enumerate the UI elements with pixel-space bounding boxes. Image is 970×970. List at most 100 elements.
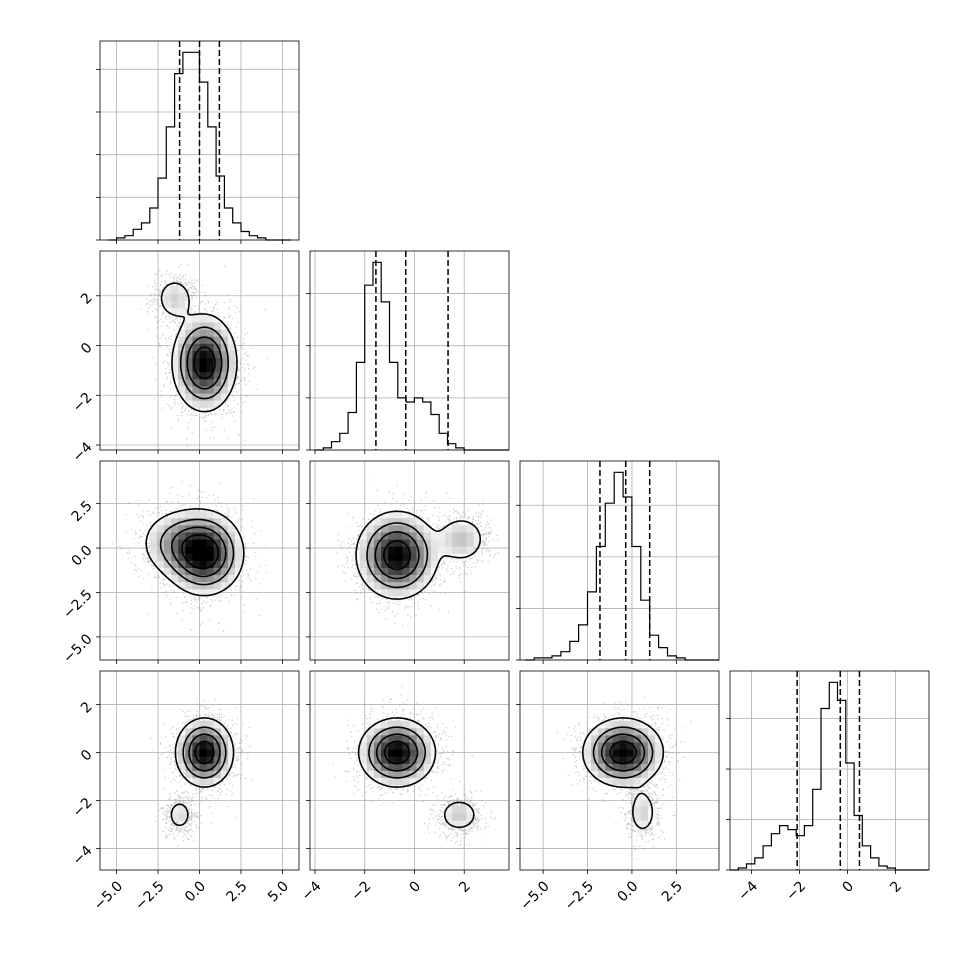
density-cell bbox=[220, 539, 229, 547]
density-cell bbox=[206, 314, 215, 323]
density-cell bbox=[206, 378, 215, 387]
density-cell bbox=[220, 371, 229, 380]
hist-frame-2 bbox=[519, 460, 720, 661]
y-tick-label: −5.0 bbox=[60, 631, 95, 666]
density-cell bbox=[227, 343, 236, 351]
density-cell bbox=[192, 386, 200, 394]
density-cell bbox=[213, 371, 222, 380]
density-cell bbox=[178, 734, 186, 743]
density-cell bbox=[430, 553, 439, 561]
density-cell bbox=[213, 517, 222, 526]
density-cell bbox=[185, 329, 193, 337]
hist-frame-3 bbox=[729, 670, 930, 871]
density-cell bbox=[163, 560, 172, 569]
density-cell bbox=[156, 560, 165, 569]
density-cell bbox=[633, 813, 642, 821]
density-cell bbox=[199, 770, 208, 779]
density-cell bbox=[409, 546, 418, 554]
histogram-step-3 bbox=[730, 681, 929, 871]
density-cell bbox=[640, 777, 649, 786]
density-cell bbox=[409, 749, 418, 757]
density-cell bbox=[213, 574, 222, 583]
density-cell bbox=[359, 539, 368, 547]
density-cell bbox=[366, 734, 375, 743]
density-cell bbox=[402, 524, 410, 533]
density-cell bbox=[185, 553, 193, 561]
density-cell bbox=[220, 393, 229, 401]
density-cell bbox=[409, 763, 418, 771]
density-cell bbox=[213, 756, 222, 764]
density-cell bbox=[640, 727, 649, 736]
density-cell bbox=[381, 588, 389, 597]
density-cell bbox=[149, 546, 158, 554]
density-cell bbox=[185, 517, 193, 526]
density-cell bbox=[583, 742, 592, 750]
density-cell bbox=[178, 343, 186, 351]
density-cell bbox=[373, 770, 382, 779]
density-cell bbox=[402, 770, 410, 779]
y-tick-label: 2 bbox=[78, 290, 96, 308]
density-cell bbox=[388, 770, 396, 779]
density-cell bbox=[395, 581, 403, 590]
density-cell bbox=[605, 720, 613, 729]
density-cell bbox=[373, 777, 382, 786]
density-cell bbox=[206, 727, 215, 736]
density-cell bbox=[445, 532, 453, 540]
density-cell bbox=[409, 553, 418, 561]
density-cell bbox=[149, 553, 158, 561]
density-cell bbox=[213, 581, 222, 590]
density-cell bbox=[373, 567, 382, 576]
density-cell bbox=[373, 524, 382, 533]
density-cell bbox=[416, 727, 425, 736]
density-cell bbox=[416, 749, 425, 757]
density-cell bbox=[381, 770, 389, 779]
density-cell bbox=[206, 588, 215, 597]
density-cell bbox=[655, 742, 663, 750]
density-cell bbox=[626, 749, 635, 757]
density-cell bbox=[213, 532, 222, 540]
density-cell bbox=[619, 720, 628, 729]
density-cell bbox=[373, 532, 382, 540]
density-cell bbox=[156, 517, 165, 526]
density-cell bbox=[185, 763, 193, 771]
density-cell bbox=[171, 532, 179, 540]
density-cell bbox=[612, 770, 620, 779]
density-cell bbox=[192, 777, 200, 786]
density-panel-3-2 bbox=[516, 670, 720, 874]
density-cell bbox=[633, 720, 642, 729]
density-cell bbox=[359, 553, 368, 561]
density-cell bbox=[416, 756, 425, 764]
contour-level-3 bbox=[181, 534, 220, 570]
density-cell bbox=[171, 813, 179, 821]
density-cell bbox=[416, 581, 425, 590]
density-cell bbox=[640, 742, 649, 750]
density-cell bbox=[213, 386, 222, 394]
density-cell bbox=[199, 350, 208, 359]
density-cell bbox=[178, 756, 186, 764]
density-cell bbox=[598, 763, 606, 771]
density-cell bbox=[373, 763, 382, 771]
density-cell bbox=[388, 581, 396, 590]
density-cell bbox=[402, 574, 410, 583]
density-cell bbox=[206, 770, 215, 779]
density-cell bbox=[626, 756, 635, 764]
density-cell bbox=[612, 734, 620, 743]
x-tick-label: 0 bbox=[839, 878, 857, 896]
density-cell bbox=[192, 749, 200, 757]
density-cell bbox=[591, 770, 599, 779]
hist-panel-3 bbox=[726, 670, 930, 874]
density-cell bbox=[171, 517, 179, 526]
density-cell bbox=[591, 763, 599, 771]
density-cell bbox=[437, 539, 446, 547]
density-cell bbox=[220, 727, 229, 736]
density-cell bbox=[227, 524, 236, 533]
density-cell bbox=[185, 770, 193, 779]
density-cell bbox=[178, 574, 186, 583]
density-cell bbox=[199, 574, 208, 583]
density-cell bbox=[171, 371, 179, 380]
density-cell bbox=[409, 770, 418, 779]
density-cell bbox=[626, 770, 635, 779]
density-cell bbox=[213, 539, 222, 547]
density-cell bbox=[220, 763, 229, 771]
density-cell bbox=[445, 806, 453, 814]
